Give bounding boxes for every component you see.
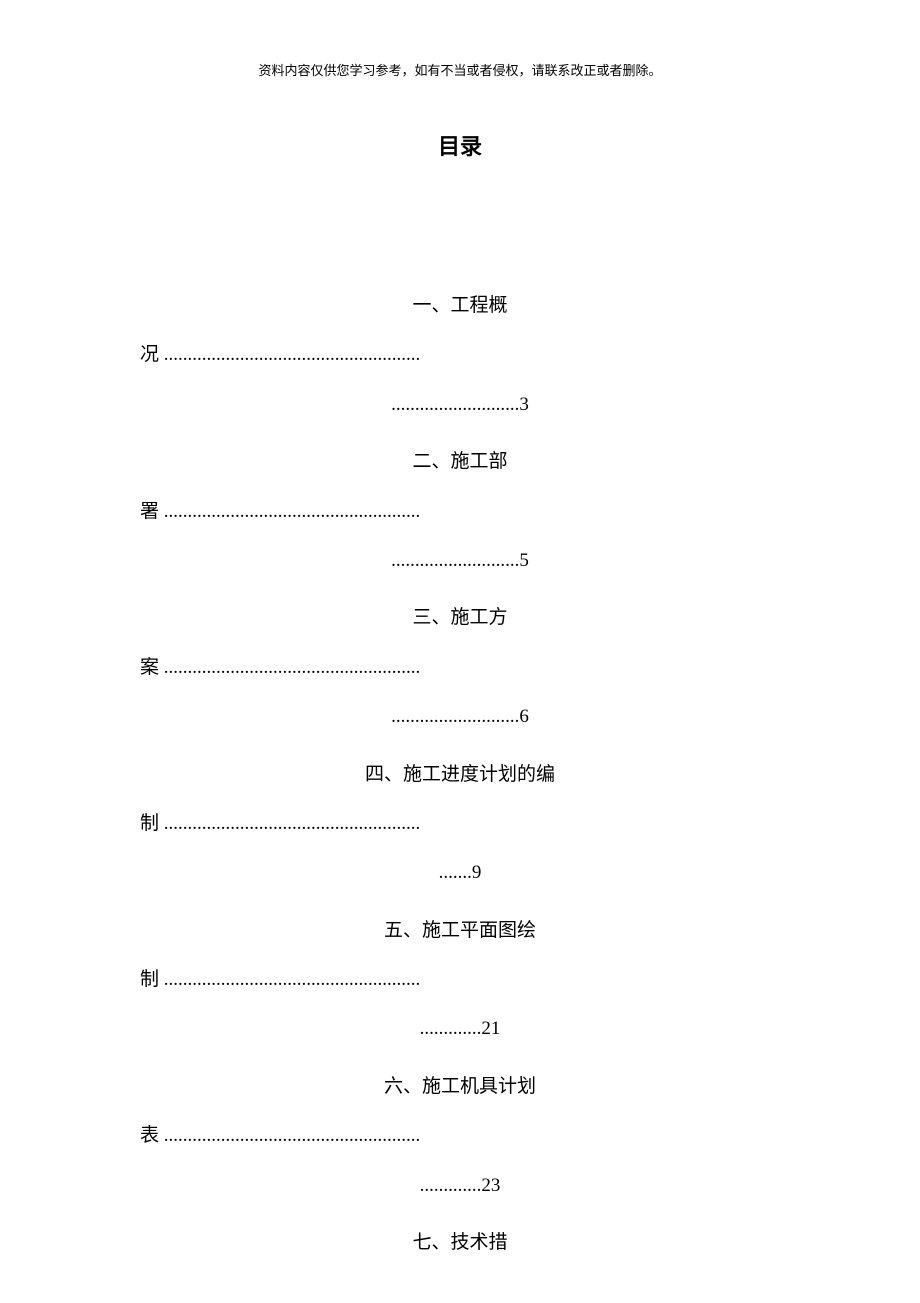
toc-page-num: .......9: [140, 848, 780, 897]
table-of-contents: 一、工程概 况 ................................…: [140, 281, 780, 1267]
page-title: 目录: [140, 129, 780, 161]
toc-page-num: ...........................3: [140, 380, 780, 429]
toc-entry: 六、施工机具计划 表 .............................…: [140, 1062, 780, 1210]
toc-tail: 案 ......................................…: [140, 643, 780, 692]
toc-heading: 四、施工进度计划的编: [140, 750, 780, 799]
toc-page-num: .............23: [140, 1161, 780, 1210]
toc-entry: 五、施工平面图绘 制 .............................…: [140, 906, 780, 1054]
toc-tail: 署 ......................................…: [140, 487, 780, 536]
toc-tail: 制 ......................................…: [140, 799, 780, 848]
document-page: 资料内容仅供您学习参考，如有不当或者侵权，请联系改正或者删除。 目录 一、工程概…: [0, 0, 920, 1267]
toc-entry: 四、施工进度计划的编 制 ...........................…: [140, 750, 780, 898]
toc-heading: 六、施工机具计划: [140, 1062, 780, 1111]
toc-heading: 三、施工方: [140, 593, 780, 642]
toc-heading: 一、工程概: [140, 281, 780, 330]
toc-entry: 七、技术措: [140, 1218, 780, 1267]
toc-entry: 三、施工方 案 ................................…: [140, 593, 780, 741]
toc-heading: 七、技术措: [140, 1218, 780, 1267]
toc-page-num: ...........................6: [140, 692, 780, 741]
toc-tail: 表 ......................................…: [140, 1111, 780, 1160]
header-disclaimer: 资料内容仅供您学习参考，如有不当或者侵权，请联系改正或者删除。: [140, 60, 780, 79]
toc-tail: 制 ......................................…: [140, 955, 780, 1004]
toc-entry: 二、施工部 署 ................................…: [140, 437, 780, 585]
toc-page-num: ...........................5: [140, 536, 780, 585]
toc-heading: 五、施工平面图绘: [140, 906, 780, 955]
toc-page-num: .............21: [140, 1004, 780, 1053]
toc-tail: 况 ......................................…: [140, 330, 780, 379]
toc-heading: 二、施工部: [140, 437, 780, 486]
toc-entry: 一、工程概 况 ................................…: [140, 281, 780, 429]
